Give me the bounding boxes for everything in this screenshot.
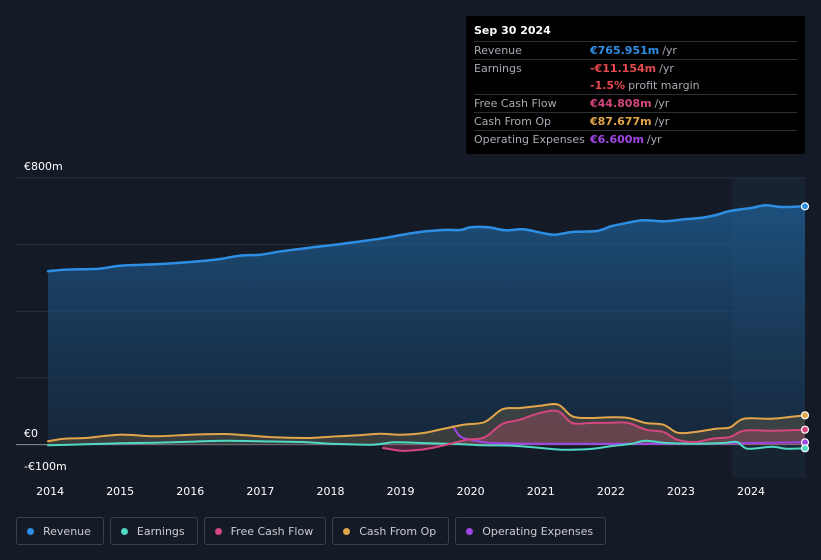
tooltip-date: Sep 30 2024: [474, 24, 551, 37]
legend-dot-opex: [466, 527, 474, 535]
x-tick-label: 2020: [457, 485, 485, 498]
x-tick-label: 2015: [106, 485, 134, 498]
tooltip-row-margin: -1.5% profit margin: [474, 77, 797, 94]
tooltip-cfo-value: €87.677m: [590, 115, 652, 128]
legend-item-opex[interactable]: Operating Expenses: [455, 517, 607, 545]
x-axis-labels: 2014 2015 2016 2017 2018 2019 2020 2021 2022 2023…: [36, 485, 765, 498]
series-line-earnings: [47, 439, 806, 451]
tooltip-revenue-value: €765.951m: [590, 44, 660, 57]
tooltip-margin-value: -1.5%: [590, 79, 626, 92]
tooltip-cfo-unit: /yr: [654, 115, 670, 128]
x-tick-label: 2021: [527, 485, 555, 498]
x-tick-label: 2019: [387, 485, 415, 498]
tooltip-earnings-unit: /yr: [659, 62, 674, 75]
tooltip: Sep 30 2024 Revenue €765.951m /yr Earnin…: [466, 16, 805, 154]
x-tick-label: 2022: [597, 485, 625, 498]
tooltip-fcf-label: Free Cash Flow: [474, 97, 557, 110]
legend-dot-fcf: [214, 527, 222, 535]
legend-label-earnings: Earnings: [136, 524, 185, 538]
end-marker-cash-from-op: [800, 411, 810, 420]
end-marker-earnings: [800, 444, 810, 453]
legend-item-earnings[interactable]: Earnings: [109, 517, 198, 545]
legend-dot-earnings: [120, 527, 128, 535]
tooltip-row-cfo: Cash From Op €87.677m /yr: [474, 112, 797, 130]
legend-item-fcf[interactable]: Free Cash Flow: [203, 517, 327, 545]
end-marker-revenue: [800, 202, 810, 211]
legend-dot-cfo: [343, 527, 351, 535]
series-line-revenue: [46, 204, 807, 273]
end-markers: [800, 202, 810, 453]
legend-dot-revenue: [27, 527, 34, 535]
tooltip-revenue-unit: /yr: [662, 44, 677, 57]
fcf-area: [383, 410, 805, 451]
x-tick-label: 2016: [176, 485, 204, 498]
y-tick-label-0: €0: [24, 427, 38, 440]
tooltip-row-earnings: Earnings -€11.154m /yr: [474, 59, 797, 77]
tooltip-fcf-value: €44.808m: [590, 97, 652, 110]
legend-item-revenue[interactable]: Revenue: [16, 517, 104, 545]
y-tick-label-800: €800m: [24, 160, 63, 173]
x-tick-label: 2023: [667, 485, 695, 498]
tooltip-row-fcf: Free Cash Flow €44.808m /yr: [474, 94, 797, 112]
x-tick-label: 2017: [246, 485, 274, 498]
tooltip-row-opex: Operating Expenses €6.600m /yr: [474, 130, 797, 148]
tooltip-row-revenue: Revenue €765.951m /yr: [474, 41, 797, 59]
tooltip-cfo-label: Cash From Op: [474, 115, 552, 128]
tooltip-opex-value: €6.600m: [590, 133, 644, 146]
legend-label-cfo: Cash From Op: [359, 524, 437, 538]
cfo-area: [48, 404, 805, 445]
end-marker-free-cash-flow: [800, 425, 810, 434]
series-line-cash-from-op: [47, 403, 806, 443]
legend: Revenue Earnings Free Cash Flow Cash Fro…: [16, 517, 607, 545]
tooltip-margin-text: profit margin: [628, 79, 700, 92]
legend-label-opex: Operating Expenses: [482, 524, 594, 538]
series-line-free-cash-flow: [382, 409, 806, 452]
x-tick-label: 2014: [36, 485, 64, 498]
tooltip-opex-label: Operating Expenses: [474, 133, 585, 146]
revenue-area: [48, 205, 805, 445]
tooltip-earnings-label: Earnings: [474, 62, 522, 75]
series-lines: [46, 204, 807, 452]
series-line-operating-expenses: [452, 425, 806, 445]
x-tick-label: 2024: [737, 485, 765, 498]
tooltip-opex-unit: /yr: [646, 133, 662, 146]
legend-label-fcf: Free Cash Flow: [230, 524, 314, 538]
y-tick-label-neg100: -€100m: [24, 460, 67, 473]
legend-item-cfo[interactable]: Cash From Op: [332, 517, 450, 545]
x-tick-label: 2018: [316, 485, 344, 498]
legend-label-revenue: Revenue: [43, 524, 91, 538]
tooltip-earnings-value: -€11.154m: [590, 62, 657, 75]
tooltip-revenue-label: Revenue: [474, 44, 522, 57]
tooltip-fcf-unit: /yr: [654, 97, 670, 110]
